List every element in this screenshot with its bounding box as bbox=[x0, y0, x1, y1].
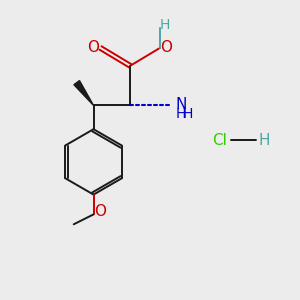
Text: H: H bbox=[160, 18, 170, 32]
Polygon shape bbox=[74, 81, 94, 105]
Text: H: H bbox=[182, 107, 193, 121]
Text: O: O bbox=[88, 40, 100, 56]
Text: O: O bbox=[94, 204, 106, 219]
Text: H: H bbox=[176, 107, 186, 121]
Text: N: N bbox=[175, 97, 186, 112]
Text: Cl: Cl bbox=[212, 133, 227, 148]
Text: H: H bbox=[258, 133, 270, 148]
Text: O: O bbox=[160, 40, 172, 56]
